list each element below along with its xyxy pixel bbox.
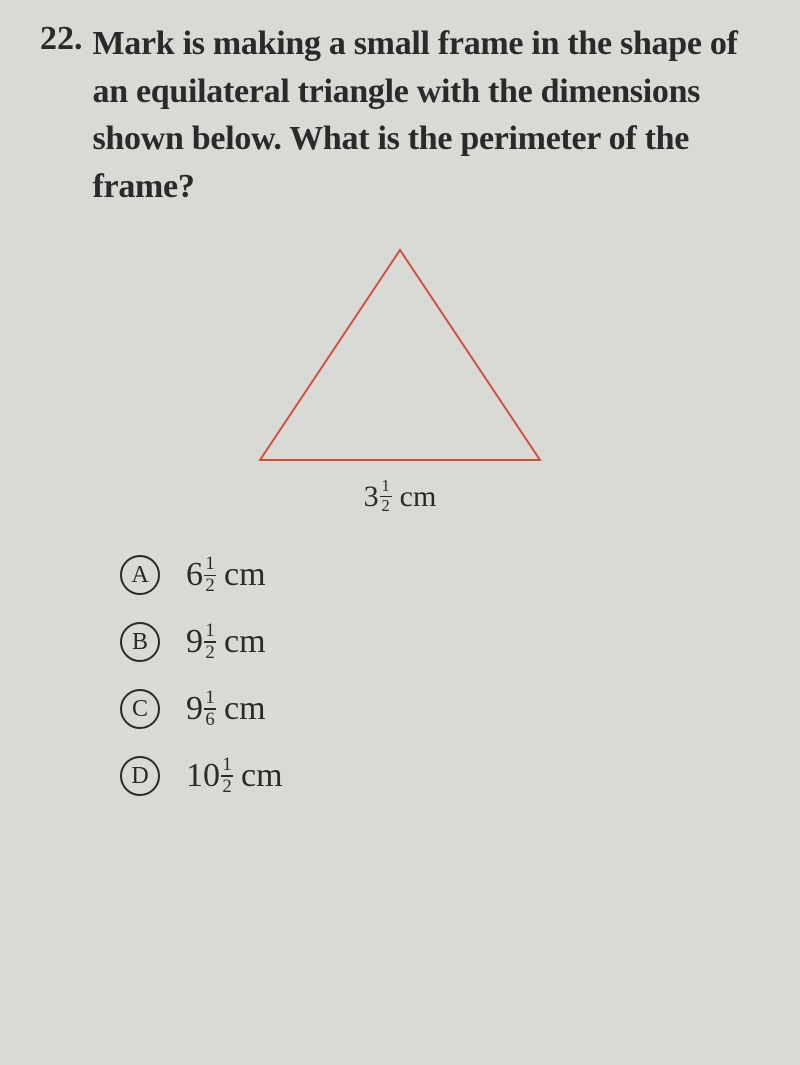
choice-value: 6 1 2 cm	[186, 555, 266, 596]
choice-letter: B	[120, 622, 160, 662]
question-number: 22.	[40, 20, 83, 58]
dimension-unit: cm	[400, 480, 437, 514]
question-block: 22. Mark is making a small frame in the …	[40, 20, 760, 210]
choice-letter: C	[120, 689, 160, 729]
figure-area: 3 1 2 cm	[40, 240, 760, 515]
dimension-label: 3 1 2 cm	[364, 478, 437, 515]
choice-c[interactable]: C 9 1 6 cm	[120, 689, 760, 730]
dimension-value: 3 1 2	[364, 478, 392, 515]
choice-b[interactable]: B 9 1 2 cm	[120, 622, 760, 663]
answer-choices: A 6 1 2 cm B 9 1 2 c	[120, 555, 760, 797]
choice-value: 9 1 2 cm	[186, 622, 266, 663]
choice-a[interactable]: A 6 1 2 cm	[120, 555, 760, 596]
triangle-figure	[250, 240, 550, 470]
choice-d[interactable]: D 10 1 2 cm	[120, 756, 760, 797]
choice-letter: A	[120, 555, 160, 595]
choice-letter: D	[120, 756, 160, 796]
fraction: 1 2	[380, 478, 392, 515]
question-text: Mark is making a small frame in the shap…	[93, 20, 761, 210]
choice-value: 9 1 6 cm	[186, 689, 266, 730]
choice-value: 10 1 2 cm	[186, 756, 283, 797]
